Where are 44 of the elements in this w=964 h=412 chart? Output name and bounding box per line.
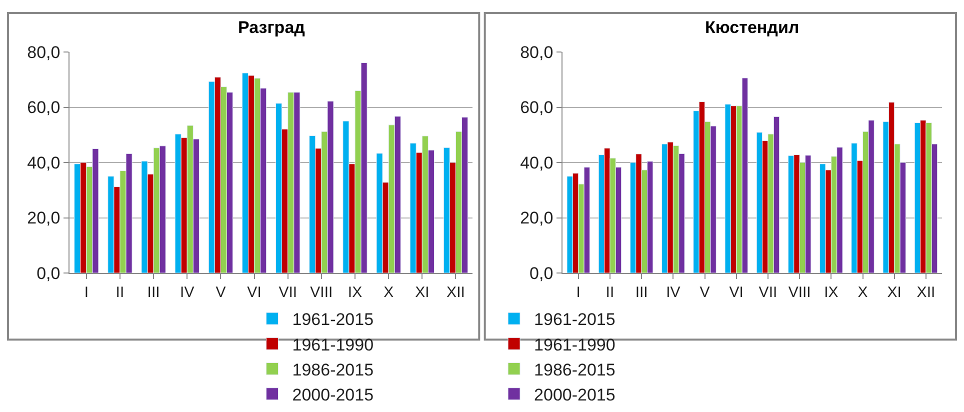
x-tick-label: II (116, 284, 124, 301)
y-tick-label: 80,0 (27, 42, 60, 62)
y-tick-label: 80,0 (520, 42, 554, 62)
x-tick-label: IV (666, 284, 680, 301)
x-tick-label: XI (415, 284, 430, 301)
x-tick-label: III (635, 284, 648, 301)
x-tick-label: VIII (788, 284, 811, 301)
x-tick-label: VII (758, 284, 778, 301)
x-tick-label: VI (729, 284, 744, 301)
x-tick-label: X (858, 284, 868, 301)
legend-label: 2000-2015 (292, 385, 374, 404)
y-tick-label: 20,0 (520, 208, 554, 228)
legend-label: 1986-2015 (534, 360, 616, 380)
x-tick-label: V (700, 284, 710, 301)
chart-title: Кюстендил (705, 18, 800, 37)
x-tick-label: VI (247, 284, 262, 301)
x-tick-label: V (216, 284, 226, 301)
legend-label: 1961-2015 (292, 310, 374, 330)
y-tick-label: 60,0 (27, 98, 60, 118)
x-tick-label: III (147, 284, 160, 301)
x-tick-label: I (576, 284, 580, 301)
legend-label: 1986-2015 (292, 360, 374, 380)
y-tick-label: 0,0 (530, 264, 554, 283)
x-tick-label: X (384, 284, 394, 301)
x-tick-label: VIII (310, 284, 333, 301)
legend-label: 2000-2015 (534, 385, 616, 404)
x-tick-label: IX (824, 284, 838, 301)
x-tick-label: IX (348, 284, 362, 301)
x-tick-label: IV (180, 284, 194, 301)
y-tick-label: 20,0 (27, 208, 60, 228)
legend-label: 1961-1990 (534, 335, 616, 354)
y-tick-label: 40,0 (27, 153, 60, 172)
x-tick-label: XII (446, 284, 465, 301)
x-tick-label: XI (887, 284, 902, 301)
y-tick-label: 40,0 (520, 153, 554, 172)
y-tick-label: 0,0 (36, 264, 60, 283)
chart-title: Разград (238, 18, 306, 37)
x-tick-label: II (606, 284, 614, 301)
legend-label: 1961-1990 (292, 335, 374, 354)
x-tick-label: VII (278, 284, 298, 301)
x-tick-label: I (84, 284, 88, 301)
x-tick-label: XII (916, 284, 936, 301)
legend-label: 1961-2015 (534, 310, 616, 330)
y-tick-label: 60,0 (520, 98, 554, 118)
